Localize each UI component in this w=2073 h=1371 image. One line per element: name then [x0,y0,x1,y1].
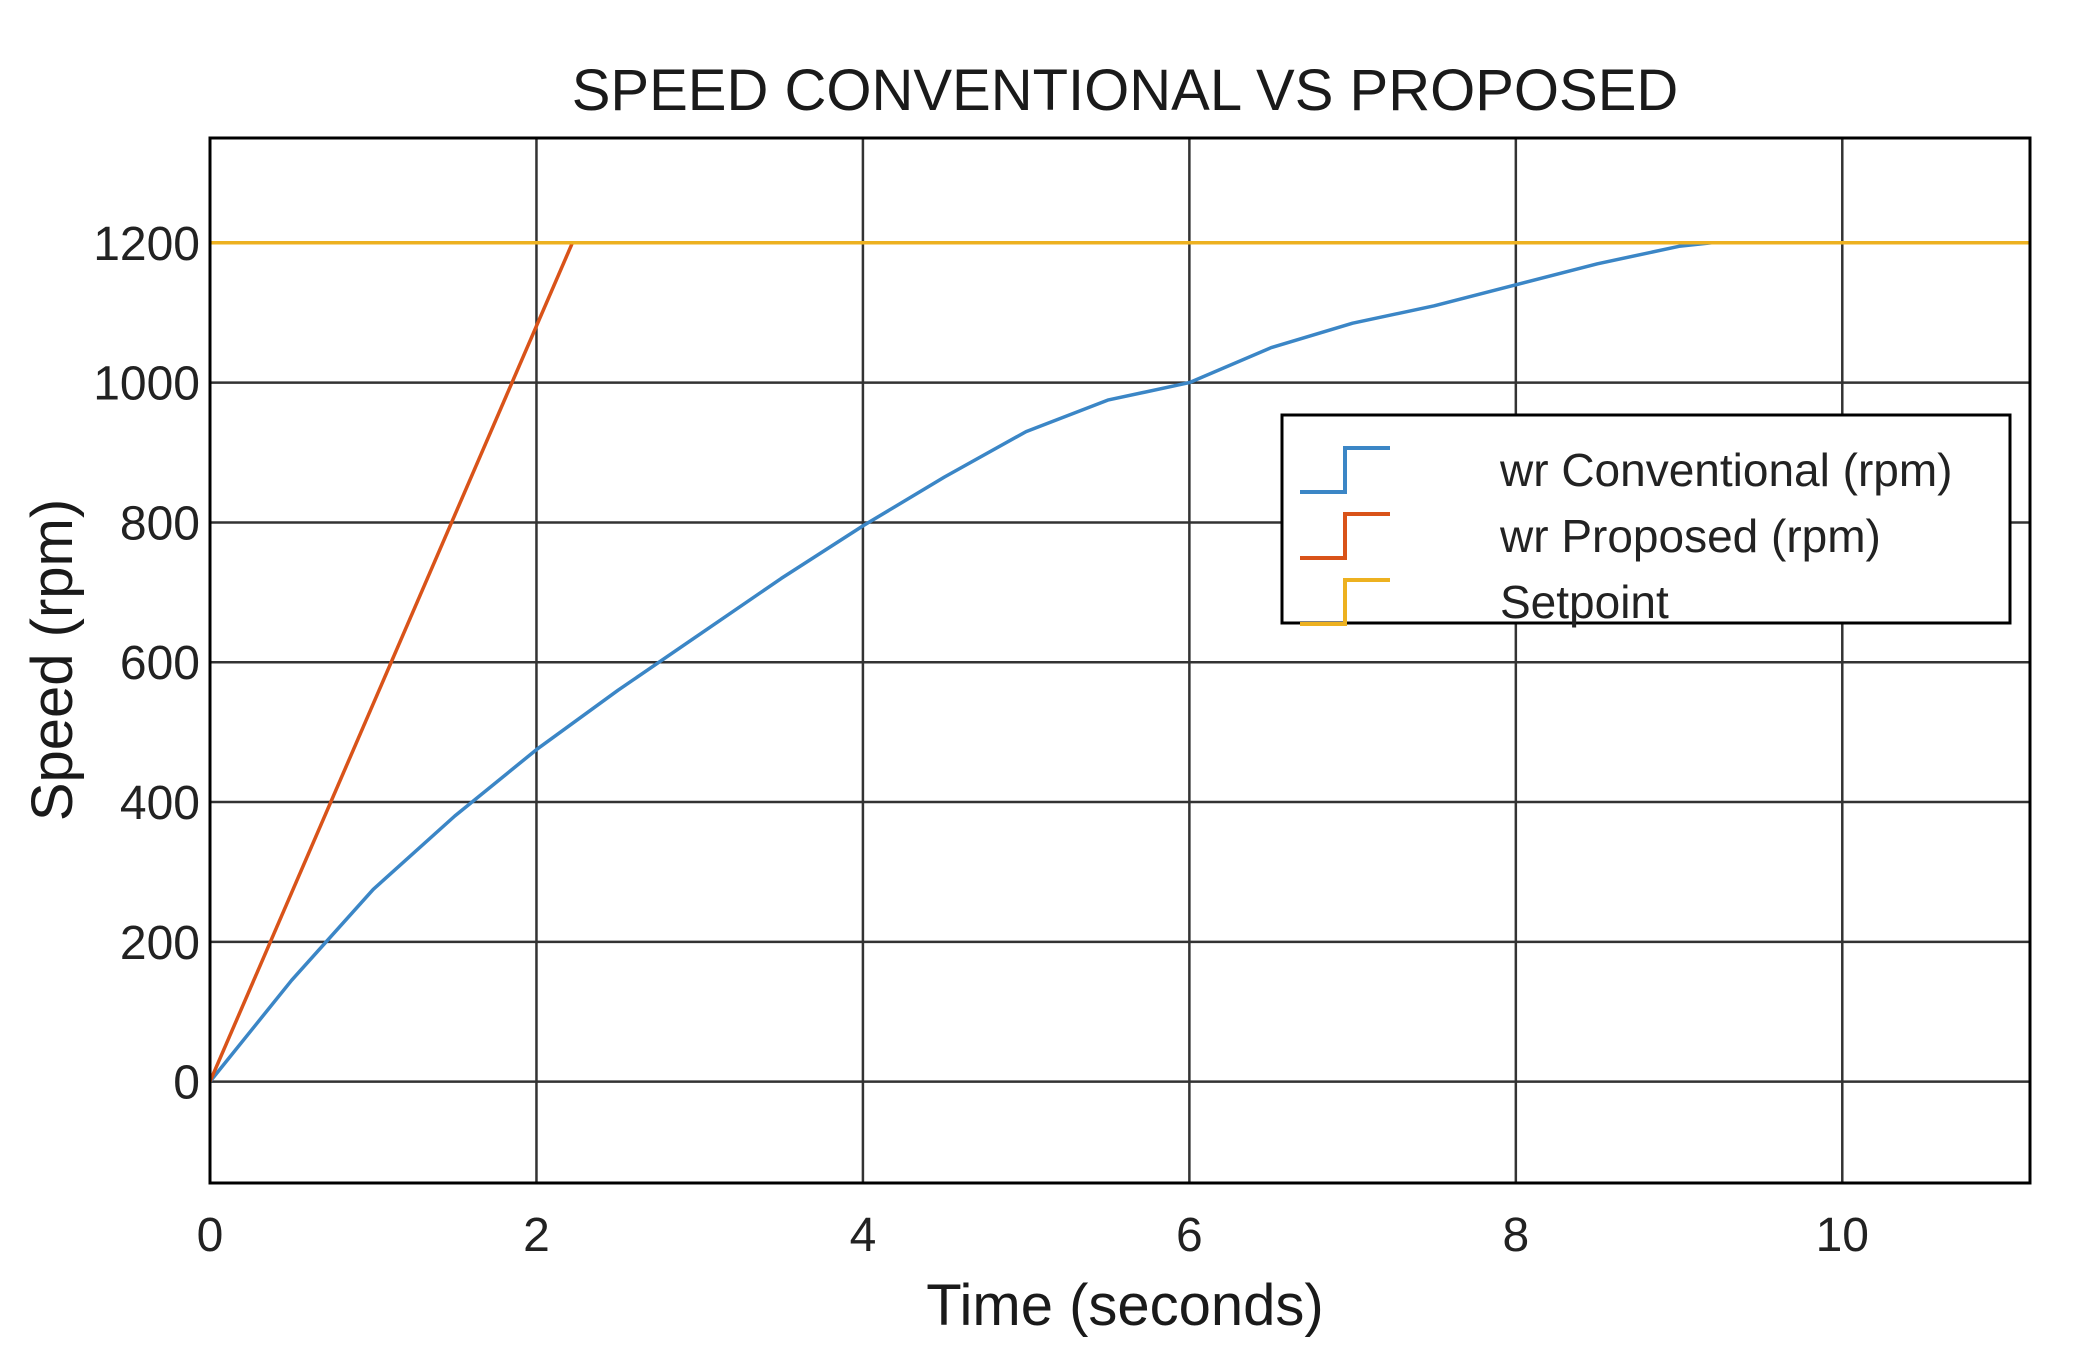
legend-label-2: wr Proposed (rpm) [1499,510,1881,562]
series-line-2 [208,242,575,1083]
grid [208,138,2030,1183]
y-tick-label: 400 [120,777,200,830]
legend-box [1280,413,2012,625]
legend-swatch-2 [1300,512,1390,560]
chart-title: SPEED CONVENTIONAL VS PROPOSED [572,58,1679,123]
plot-frame [208,136,2032,1185]
x-tick-label: 10 [1816,1209,1869,1262]
x-tick-label: 4 [850,1209,877,1262]
x-tick-label: 0 [197,1209,224,1262]
tick-labels: 0 2 4 6 8 10 0 200 400 600 800 1000 1200 [93,218,1869,1262]
y-tick-label: 1200 [93,218,200,271]
x-tick-label: 6 [1176,1209,1203,1262]
x-tick-label: 2 [523,1209,550,1262]
x-axis-label: Time (seconds) [926,1273,1324,1338]
y-tick-label: 800 [120,497,200,550]
series-line-1 [208,241,1712,1083]
series-group [208,241,2030,1083]
y-tick-label: 600 [120,637,200,690]
legend-swatch-1 [1300,446,1390,494]
legend-label-1: wr Conventional (rpm) [1499,444,1952,496]
x-tick-label: 8 [1502,1209,1529,1262]
legend-swatch-3 [1300,578,1390,626]
legend: wr Conventional (rpm) wr Proposed (rpm) Se… [1280,413,2012,628]
legend-label-3: Setpoint [1500,576,1669,628]
y-tick-label: 1000 [93,358,200,411]
y-axis-label: Speed (rpm) [20,499,85,821]
y-tick-label: 0 [173,1057,200,1110]
y-tick-label: 200 [120,917,200,970]
